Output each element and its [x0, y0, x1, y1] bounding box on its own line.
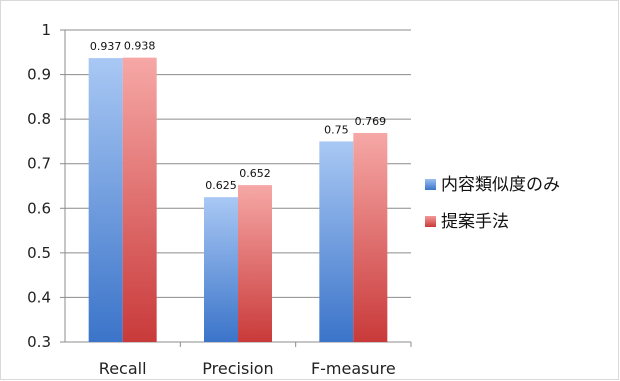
y-tick-label: 1	[41, 21, 51, 39]
data-label: 0.625	[205, 179, 237, 192]
data-label: 0.652	[239, 167, 271, 180]
bar	[122, 57, 157, 343]
y-tick-label: 0.6	[27, 199, 51, 217]
legend-label: 提案手法	[441, 212, 509, 232]
y-tick-label: 0.7	[27, 155, 51, 173]
y-tick-label: 0.4	[27, 288, 51, 306]
y-tick-label: 0.5	[27, 244, 51, 262]
y-tick-label: 0.8	[27, 110, 51, 128]
data-label: 0.769	[355, 115, 387, 128]
legend-label: 内容類似度のみ	[441, 175, 560, 195]
bar	[353, 132, 388, 342]
bar	[88, 58, 123, 343]
category-label: F-measure	[311, 359, 396, 378]
bar	[319, 141, 354, 342]
y-tick-label: 0.3	[27, 333, 51, 351]
y-tick-labels: 0.3 0.4 0.5 0.6 0.7 0.8 0.9 1	[27, 21, 51, 351]
bar	[204, 197, 238, 342]
category-label: Recall	[99, 359, 147, 378]
legend-swatch	[425, 216, 436, 227]
bars	[88, 57, 388, 343]
category-labels: Recall Precision F-measure	[99, 359, 396, 378]
bar	[238, 185, 272, 342]
y-tick-label: 0.9	[27, 66, 51, 84]
data-label: 0.937	[90, 40, 122, 53]
legend-swatch	[425, 179, 436, 190]
data-label: 0.938	[124, 40, 156, 53]
category-label: Precision	[202, 359, 273, 378]
data-label: 0.75	[324, 123, 349, 136]
